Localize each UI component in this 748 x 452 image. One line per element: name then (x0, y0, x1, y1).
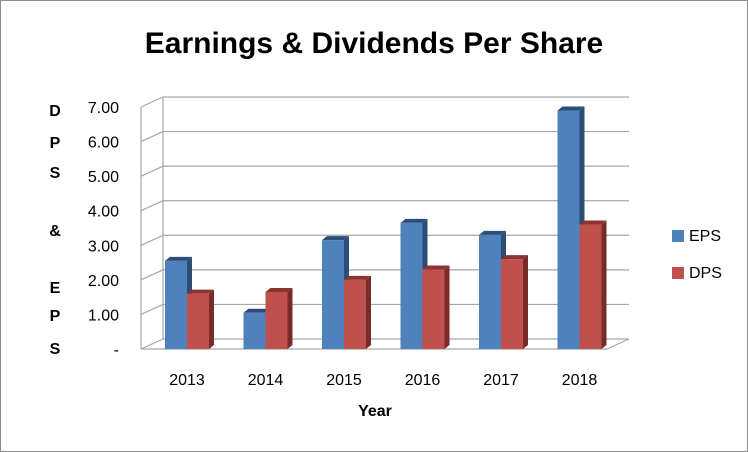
bar-dps-2018 (579, 224, 602, 349)
x-tick-label: 2015 (326, 372, 362, 389)
bar-side-dps (601, 220, 607, 349)
legend-swatch-eps (672, 230, 684, 242)
bar-top-dps (422, 265, 450, 270)
gridline-side (140, 338, 164, 350)
bar-dps-2016 (422, 269, 445, 349)
bar-eps-2017 (479, 234, 501, 349)
legend-label-dps: DPS (689, 265, 722, 282)
y-tick-label: 5.00 (88, 169, 119, 186)
bar-top-dps (265, 287, 293, 292)
x-tick-label: 2018 (562, 372, 598, 389)
x-tick-label: 2013 (169, 372, 205, 389)
bar-side-dps (523, 255, 528, 349)
floor-right-edge (606, 338, 630, 350)
bar-side-dps (444, 265, 450, 349)
bar-dps-2017 (501, 259, 523, 349)
y-axis-title-letter: P (50, 308, 61, 325)
bar-top-eps (400, 218, 428, 223)
bar-top-dps (501, 255, 528, 260)
y-tick-label: - (114, 342, 119, 359)
y-axis-title-letter: P (50, 135, 61, 152)
bar-dps-2014 (265, 291, 288, 349)
x-tick-label: 2017 (483, 372, 519, 389)
bar-side-dps (366, 275, 371, 349)
y-tick-label: 3.00 (88, 238, 119, 255)
bar-eps-2018 (557, 110, 580, 349)
bar-side-dps (287, 287, 293, 349)
legend-label-eps: EPS (689, 228, 721, 245)
bar-side-dps (209, 289, 214, 349)
legend: EPS DPS (672, 228, 722, 282)
y-tick-labels: - 1.00 2.00 3.00 4.00 5.00 6.00 7.00 (88, 100, 119, 359)
y-axis-title: DPS&EPS (49, 103, 61, 358)
y-tick-label: 7.00 (88, 100, 119, 117)
y-axis-title-letter: D (49, 103, 61, 120)
y-axis-title-letter: S (50, 165, 61, 182)
y-tick-label: 6.00 (88, 135, 119, 152)
legend-swatch-dps (672, 267, 684, 279)
bar-eps-2015 (322, 240, 344, 349)
bar-top-eps (243, 308, 271, 313)
bar-eps-2013 (165, 260, 187, 349)
x-tick-label: 2014 (248, 372, 284, 389)
gridline-side (140, 303, 164, 315)
gridline-side (140, 234, 164, 246)
y-tick-label: 4.00 (88, 204, 119, 221)
bar-dps-2015 (344, 279, 366, 349)
bar-dps-2013 (187, 293, 209, 349)
bar-top-eps (165, 256, 192, 261)
bar-top-eps (557, 106, 585, 111)
gridline-side (140, 96, 164, 108)
gridlines (140, 96, 630, 350)
bar-eps-2016 (400, 222, 423, 349)
y-tick-label: 1.00 (88, 307, 119, 324)
bar-top-eps (479, 230, 506, 235)
gridline-side (140, 269, 164, 281)
gridline-side (140, 200, 164, 212)
chart-title: Earnings & Dividends Per Share (145, 27, 603, 60)
y-axis-title-letter: & (49, 223, 61, 240)
y-axis-title-letter: E (50, 280, 61, 297)
bar-eps-2014 (243, 312, 266, 349)
bar-top-eps (322, 236, 349, 241)
y-tick-label: 2.00 (88, 273, 119, 290)
bar-top-dps (344, 275, 371, 280)
x-axis-title: Year (358, 403, 392, 420)
gridline-side (140, 131, 164, 143)
x-tick-label: 2016 (405, 372, 441, 389)
gridline-side (140, 165, 164, 177)
bar-top-dps (187, 289, 214, 294)
bars (165, 106, 607, 349)
bar-top-dps (579, 220, 607, 225)
y-axis-title-letter: S (50, 341, 61, 358)
x-tick-labels: 2013 2014 2015 2016 2017 2018 (169, 372, 597, 389)
